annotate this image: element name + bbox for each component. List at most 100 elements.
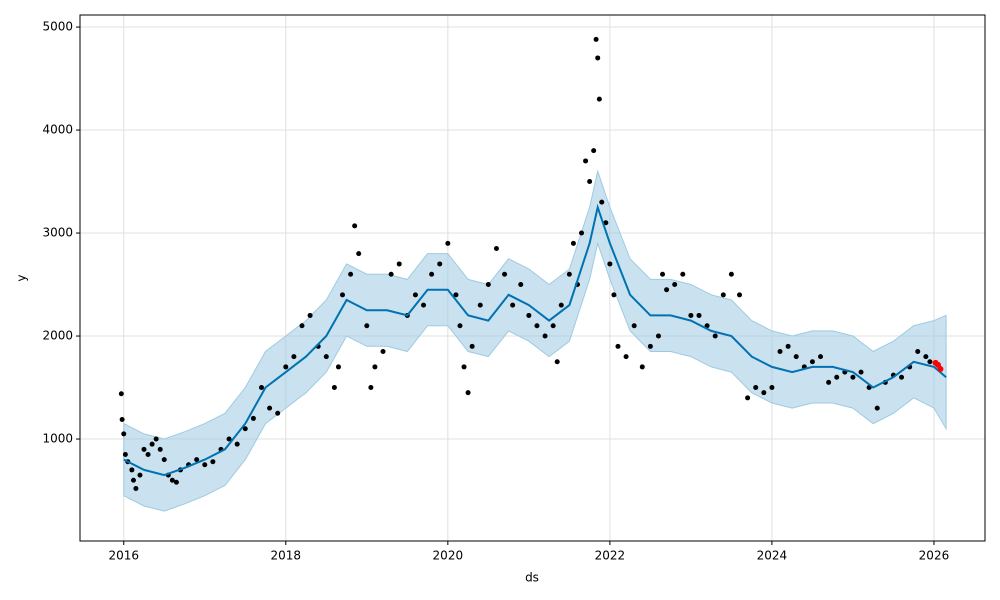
- observed-point: [234, 441, 240, 447]
- observed-point: [510, 302, 516, 308]
- x-tick-label: 2016: [108, 549, 139, 563]
- observed-point: [242, 426, 248, 432]
- observed-point: [250, 415, 256, 421]
- observed-point: [704, 323, 710, 329]
- observed-point: [664, 287, 670, 293]
- x-tick-label: 2020: [433, 549, 464, 563]
- uncertainty-band: [123, 169, 947, 512]
- observed-point: [352, 223, 358, 229]
- observed-point: [133, 485, 139, 491]
- x-axis-label: ds: [525, 571, 539, 585]
- observed-point: [720, 292, 726, 298]
- observed-point: [445, 240, 451, 246]
- observed-point: [611, 292, 617, 298]
- observed-point: [380, 348, 386, 354]
- y-tick-label: 1000: [42, 432, 73, 446]
- observed-point: [737, 292, 743, 298]
- observed-point: [874, 405, 880, 411]
- observed-point: [826, 379, 832, 385]
- observed-point: [122, 451, 128, 457]
- recent-point: [937, 365, 944, 372]
- plot-frame: [79, 14, 986, 542]
- observed-point: [145, 451, 151, 457]
- y-tick-label: 2000: [42, 329, 73, 343]
- observed-point: [323, 354, 329, 360]
- observed-point: [712, 333, 718, 339]
- observed-point: [591, 148, 597, 154]
- observed-point: [457, 323, 463, 329]
- observed-point: [307, 312, 313, 318]
- y-tick-label: 3000: [42, 226, 73, 240]
- observed-point: [761, 390, 767, 396]
- observed-point: [923, 354, 929, 360]
- observed-point: [647, 343, 653, 349]
- observed-point: [137, 472, 143, 478]
- observed-point: [130, 477, 136, 483]
- observed-point: [554, 359, 560, 365]
- observed-point: [267, 405, 273, 411]
- observed-point: [335, 364, 341, 370]
- observed-point: [157, 446, 163, 452]
- observed-point: [299, 323, 305, 329]
- observed-point: [753, 385, 759, 391]
- observed-point: [850, 374, 856, 380]
- observed-point: [149, 441, 155, 447]
- observed-point: [348, 271, 354, 277]
- observed-point: [655, 333, 661, 339]
- observed-point: [368, 385, 374, 391]
- observed-point: [558, 302, 564, 308]
- observed-point: [745, 395, 751, 401]
- observed-point: [858, 369, 864, 375]
- observed-point: [777, 348, 783, 354]
- observed-point: [526, 312, 532, 318]
- observed-point: [169, 477, 175, 483]
- observed-point: [372, 364, 378, 370]
- observed-point: [364, 323, 370, 329]
- observed-point: [927, 359, 933, 365]
- observed-point: [728, 271, 734, 277]
- observed-point: [899, 374, 905, 380]
- observed-point: [696, 312, 702, 318]
- observed-point: [153, 436, 159, 442]
- observed-point: [465, 390, 471, 396]
- observed-point: [477, 302, 483, 308]
- observed-point: [161, 457, 167, 463]
- observed-point: [834, 374, 840, 380]
- observed-point: [623, 354, 629, 360]
- observed-point: [593, 36, 599, 42]
- observed-point: [579, 230, 585, 236]
- observed-point: [202, 462, 208, 468]
- observed-point: [429, 271, 435, 277]
- observed-point: [587, 179, 593, 185]
- observed-point: [615, 343, 621, 349]
- observed-point: [129, 467, 135, 473]
- observed-point: [688, 312, 694, 318]
- y-tick-label: 4000: [42, 123, 73, 137]
- x-tick-label: 2022: [595, 549, 626, 563]
- observed-point: [194, 457, 200, 463]
- observed-point: [141, 446, 147, 452]
- observed-point: [453, 292, 459, 298]
- observed-point: [258, 385, 264, 391]
- observed-point: [493, 245, 499, 251]
- observed-point: [566, 271, 572, 277]
- observed-point: [599, 199, 605, 205]
- observed-point: [542, 333, 548, 339]
- observed-point: [421, 302, 427, 308]
- observed-point: [583, 158, 589, 164]
- observed-point: [275, 410, 281, 416]
- observed-point: [469, 343, 475, 349]
- observed-point: [570, 240, 576, 246]
- observed-point: [550, 323, 556, 329]
- observed-point: [809, 359, 815, 365]
- observed-point: [672, 282, 678, 288]
- observed-point: [769, 385, 775, 391]
- observed-point: [331, 385, 337, 391]
- observed-point: [437, 261, 443, 267]
- observed-point: [118, 391, 124, 397]
- observed-point: [502, 271, 508, 277]
- observed-point: [595, 55, 601, 61]
- y-tick-label: 5000: [42, 20, 73, 34]
- x-tick-label: 2018: [271, 549, 302, 563]
